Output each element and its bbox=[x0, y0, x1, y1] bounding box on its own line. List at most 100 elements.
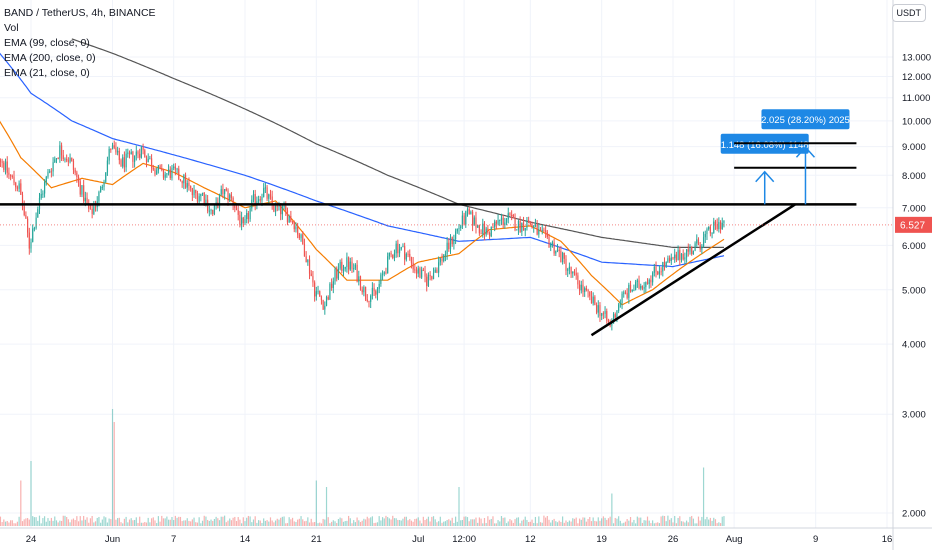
candle-body bbox=[69, 157, 71, 162]
volume-bar bbox=[217, 518, 219, 526]
volume-bar bbox=[597, 517, 599, 526]
legend-ema99[interactable]: EMA (99, close, 0) bbox=[4, 37, 90, 49]
candle-body bbox=[225, 189, 227, 191]
candle-body bbox=[528, 220, 530, 224]
candle-body bbox=[505, 219, 508, 223]
candle-body bbox=[383, 272, 385, 274]
volume-bar bbox=[609, 516, 611, 526]
legend-ema200[interactable]: EMA (200, close, 0) bbox=[4, 52, 96, 64]
candle-body bbox=[631, 289, 633, 292]
volume-bar bbox=[154, 520, 156, 526]
legend-symbol[interactable]: BAND / TetherUS, 4h, BINANCE bbox=[4, 7, 156, 19]
candle-body bbox=[55, 158, 58, 160]
volume-bar bbox=[274, 520, 277, 526]
candle-body bbox=[23, 206, 25, 216]
candle-body bbox=[156, 170, 158, 175]
volume-bar bbox=[465, 516, 467, 526]
candle-body bbox=[495, 221, 497, 224]
volume-bar bbox=[545, 517, 547, 526]
volume-bar bbox=[224, 515, 226, 526]
volume-bar bbox=[20, 480, 22, 526]
volume-bar bbox=[646, 516, 649, 526]
volume-bar bbox=[470, 519, 472, 526]
volume-bar bbox=[303, 521, 306, 526]
volume-bar bbox=[88, 522, 90, 526]
volume-bar bbox=[679, 516, 681, 526]
time-tick-label: 24 bbox=[26, 534, 37, 545]
candle-body bbox=[190, 185, 192, 189]
volume-bar bbox=[181, 521, 183, 526]
candle-body bbox=[614, 314, 616, 318]
candle-body bbox=[415, 269, 418, 274]
candle-body bbox=[488, 232, 491, 237]
candle-body bbox=[60, 145, 63, 156]
volume-bar bbox=[203, 515, 205, 526]
candle-body bbox=[405, 253, 407, 260]
volume-bar bbox=[263, 518, 265, 526]
currency-badge[interactable]: USDT bbox=[891, 4, 926, 22]
candle-body bbox=[110, 148, 112, 150]
candle-body bbox=[555, 251, 557, 254]
volume-bar bbox=[575, 517, 577, 526]
candle-body bbox=[687, 249, 689, 252]
candle-body bbox=[268, 194, 270, 199]
volume-bar bbox=[628, 520, 630, 526]
candle-body bbox=[157, 165, 159, 171]
candle-body bbox=[320, 296, 323, 301]
candle-body bbox=[594, 296, 596, 306]
candle-body bbox=[213, 205, 216, 215]
candle-body bbox=[271, 196, 273, 205]
candle-body bbox=[188, 183, 190, 186]
volume-bar bbox=[291, 517, 294, 526]
candle-body bbox=[719, 222, 722, 230]
candle-body bbox=[331, 283, 333, 288]
volume-bar bbox=[32, 516, 34, 526]
volume-bar bbox=[714, 519, 717, 526]
candle-body bbox=[538, 229, 540, 235]
volume-bar bbox=[449, 520, 452, 526]
candle-body bbox=[152, 167, 154, 170]
candle-body bbox=[88, 203, 90, 209]
candle-body bbox=[618, 304, 620, 311]
candle-body bbox=[195, 189, 197, 194]
candle-body bbox=[208, 210, 210, 212]
time-tick-label: 26 bbox=[668, 534, 679, 545]
volume-bar bbox=[290, 519, 292, 526]
volume-bar bbox=[188, 520, 190, 526]
candle-body bbox=[453, 239, 455, 245]
candle-body bbox=[662, 261, 664, 272]
volume-bar bbox=[213, 518, 216, 526]
volume-bar bbox=[40, 523, 42, 526]
volume-bar bbox=[0, 516, 2, 526]
volume-bar bbox=[140, 522, 142, 526]
volume-bar bbox=[455, 516, 457, 526]
legend-ema21[interactable]: EMA (21, close, 0) bbox=[4, 67, 90, 79]
candle-body bbox=[341, 261, 343, 271]
candle-body bbox=[404, 246, 406, 260]
legend-vol[interactable]: Vol bbox=[4, 22, 19, 34]
time-tick-label: 9 bbox=[813, 534, 818, 545]
candle-body bbox=[436, 269, 438, 273]
volume-bar bbox=[723, 516, 725, 526]
candle-body bbox=[256, 201, 258, 205]
candle-body bbox=[402, 246, 404, 248]
price-tick-label: 7.000 bbox=[902, 203, 926, 214]
candle-body bbox=[261, 196, 263, 201]
candle-body bbox=[100, 187, 102, 192]
volume-bar bbox=[376, 522, 379, 526]
time-axis[interactable]: 24 Jun 7 14 21 Jul 12:00 12 19 26 Aug 9 16 bbox=[26, 534, 893, 545]
candle-body bbox=[266, 187, 268, 199]
volume-bar bbox=[176, 517, 178, 526]
volume-bar bbox=[618, 516, 620, 526]
candle-body bbox=[702, 237, 705, 247]
price-axis[interactable]: 2.000 3.000 4.000 5.000 6.000 7.000 8.000 9.000… bbox=[0, 53, 932, 520]
candle-body bbox=[120, 160, 122, 167]
candle-body bbox=[635, 281, 637, 290]
volume-bar bbox=[504, 517, 506, 526]
candle-body bbox=[161, 168, 163, 170]
candle-body bbox=[497, 220, 499, 224]
volume-bar bbox=[25, 518, 27, 526]
candle-body bbox=[147, 158, 149, 163]
